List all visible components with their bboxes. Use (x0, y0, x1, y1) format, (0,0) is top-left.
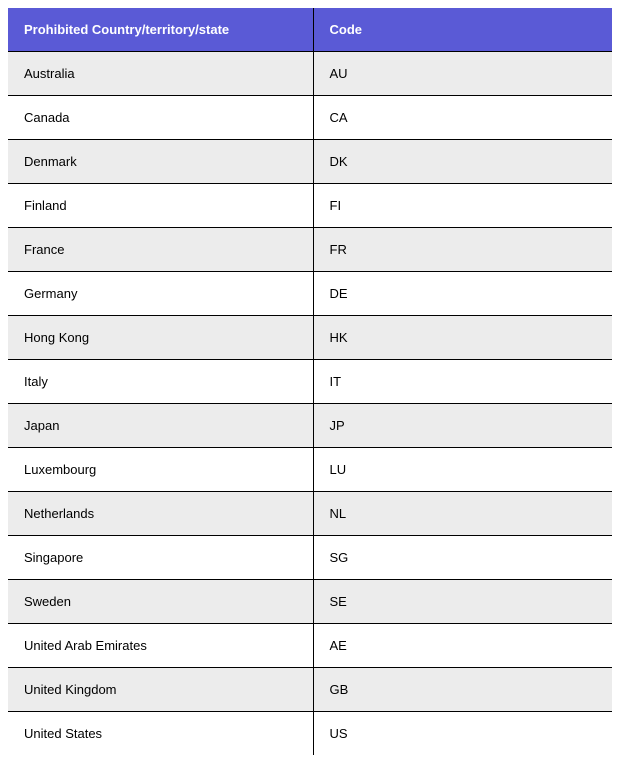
country-cell: Luxembourg (8, 448, 313, 492)
table-row: Sweden SE (8, 580, 612, 624)
code-cell: CA (313, 96, 612, 140)
table-row: United States US (8, 712, 612, 756)
code-cell: SE (313, 580, 612, 624)
table-row: Singapore SG (8, 536, 612, 580)
code-cell: LU (313, 448, 612, 492)
country-cell: Finland (8, 184, 313, 228)
country-cell: United States (8, 712, 313, 756)
table-row: Germany DE (8, 272, 612, 316)
code-cell: AU (313, 52, 612, 96)
code-cell: US (313, 712, 612, 756)
column-header-code: Code (313, 8, 612, 52)
country-cell: Germany (8, 272, 313, 316)
table-row: Australia AU (8, 52, 612, 96)
code-cell: NL (313, 492, 612, 536)
code-cell: DK (313, 140, 612, 184)
table-row: Canada CA (8, 96, 612, 140)
code-cell: DE (313, 272, 612, 316)
country-cell: Italy (8, 360, 313, 404)
country-cell: Hong Kong (8, 316, 313, 360)
table-row: Denmark DK (8, 140, 612, 184)
country-cell: Singapore (8, 536, 313, 580)
table-row: Finland FI (8, 184, 612, 228)
table-row: Hong Kong HK (8, 316, 612, 360)
code-cell: JP (313, 404, 612, 448)
column-header-country: Prohibited Country/territory/state (8, 8, 313, 52)
code-cell: SG (313, 536, 612, 580)
country-cell: Denmark (8, 140, 313, 184)
country-cell: United Arab Emirates (8, 624, 313, 668)
table-row: Italy IT (8, 360, 612, 404)
table-row: Netherlands NL (8, 492, 612, 536)
country-cell: Sweden (8, 580, 313, 624)
country-cell: Canada (8, 96, 313, 140)
country-cell: Australia (8, 52, 313, 96)
table-row: France FR (8, 228, 612, 272)
prohibited-countries-table: Prohibited Country/territory/state Code … (8, 8, 612, 755)
table-row: United Kingdom GB (8, 668, 612, 712)
code-cell: GB (313, 668, 612, 712)
table-header-row: Prohibited Country/territory/state Code (8, 8, 612, 52)
code-cell: AE (313, 624, 612, 668)
table-row: Luxembourg LU (8, 448, 612, 492)
code-cell: FI (313, 184, 612, 228)
country-cell: United Kingdom (8, 668, 313, 712)
code-cell: IT (313, 360, 612, 404)
country-cell: Japan (8, 404, 313, 448)
code-cell: HK (313, 316, 612, 360)
country-cell: France (8, 228, 313, 272)
table-row: United Arab Emirates AE (8, 624, 612, 668)
table-row: Japan JP (8, 404, 612, 448)
country-cell: Netherlands (8, 492, 313, 536)
code-cell: FR (313, 228, 612, 272)
